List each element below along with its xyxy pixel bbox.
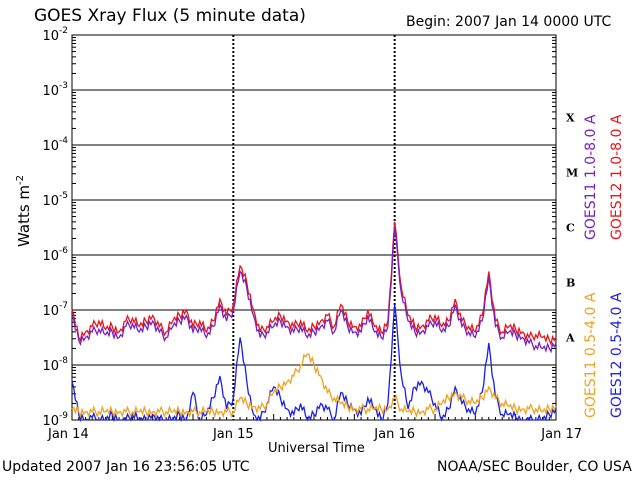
legend-goes12-long: GOES12 1.0-8.0 A bbox=[609, 114, 625, 240]
x-axis-label: Universal Time bbox=[268, 441, 365, 456]
series-line-0 bbox=[71, 221, 557, 347]
x-tick-label: Jan 17 bbox=[540, 427, 582, 442]
x-tick-label: Jan 14 bbox=[47, 427, 89, 442]
flare-class-a: A bbox=[565, 332, 575, 345]
legend-goes12-short: GOES12 0.5-4.0 A bbox=[609, 292, 625, 418]
series-lines bbox=[71, 221, 557, 423]
y-tick-label: 10-7 bbox=[42, 301, 68, 319]
series-line-2 bbox=[71, 304, 557, 423]
y-axis-label: Watts m-2 bbox=[15, 174, 33, 247]
grid-lines bbox=[72, 35, 556, 420]
y-tick-label: 10-4 bbox=[42, 136, 68, 154]
x-tick-labels: Jan 14 Jan 15 Jan 16 Jan 17 bbox=[47, 427, 582, 442]
series-line-3 bbox=[71, 353, 557, 419]
x-tick-label: Jan 15 bbox=[212, 427, 254, 442]
flare-class-m: M bbox=[566, 167, 578, 180]
flare-class-labels: X M C B A bbox=[565, 112, 578, 345]
y-tick-label: 10-5 bbox=[42, 191, 68, 209]
series-line-1 bbox=[71, 227, 557, 354]
chart-title: GOES Xray Flux (5 minute data) bbox=[34, 6, 306, 26]
begin-time: Begin: 2007 Jan 14 0000 UTC bbox=[406, 14, 612, 30]
y-tick-label: 10-3 bbox=[42, 81, 68, 99]
legend-goes11-short: GOES11 0.5-4.0 A bbox=[583, 292, 599, 418]
credit-line: NOAA/SEC Boulder, CO USA bbox=[437, 459, 632, 475]
flare-class-b: B bbox=[566, 277, 575, 290]
flare-class-x: X bbox=[566, 112, 575, 125]
x-tick-label: Jan 16 bbox=[373, 427, 415, 442]
y-tick-label: 10-8 bbox=[42, 356, 68, 374]
y-tick-labels: 10-210-310-410-510-610-710-810-9 bbox=[42, 26, 68, 429]
y-tick-label: 10-2 bbox=[42, 26, 68, 44]
updated-timestamp: Updated 2007 Jan 16 23:56:05 UTC bbox=[2, 459, 250, 475]
legend-goes11-long: GOES11 1.0-8.0 A bbox=[583, 114, 599, 240]
y-tick-label: 10-6 bbox=[42, 246, 68, 264]
flare-class-c: C bbox=[566, 222, 575, 235]
